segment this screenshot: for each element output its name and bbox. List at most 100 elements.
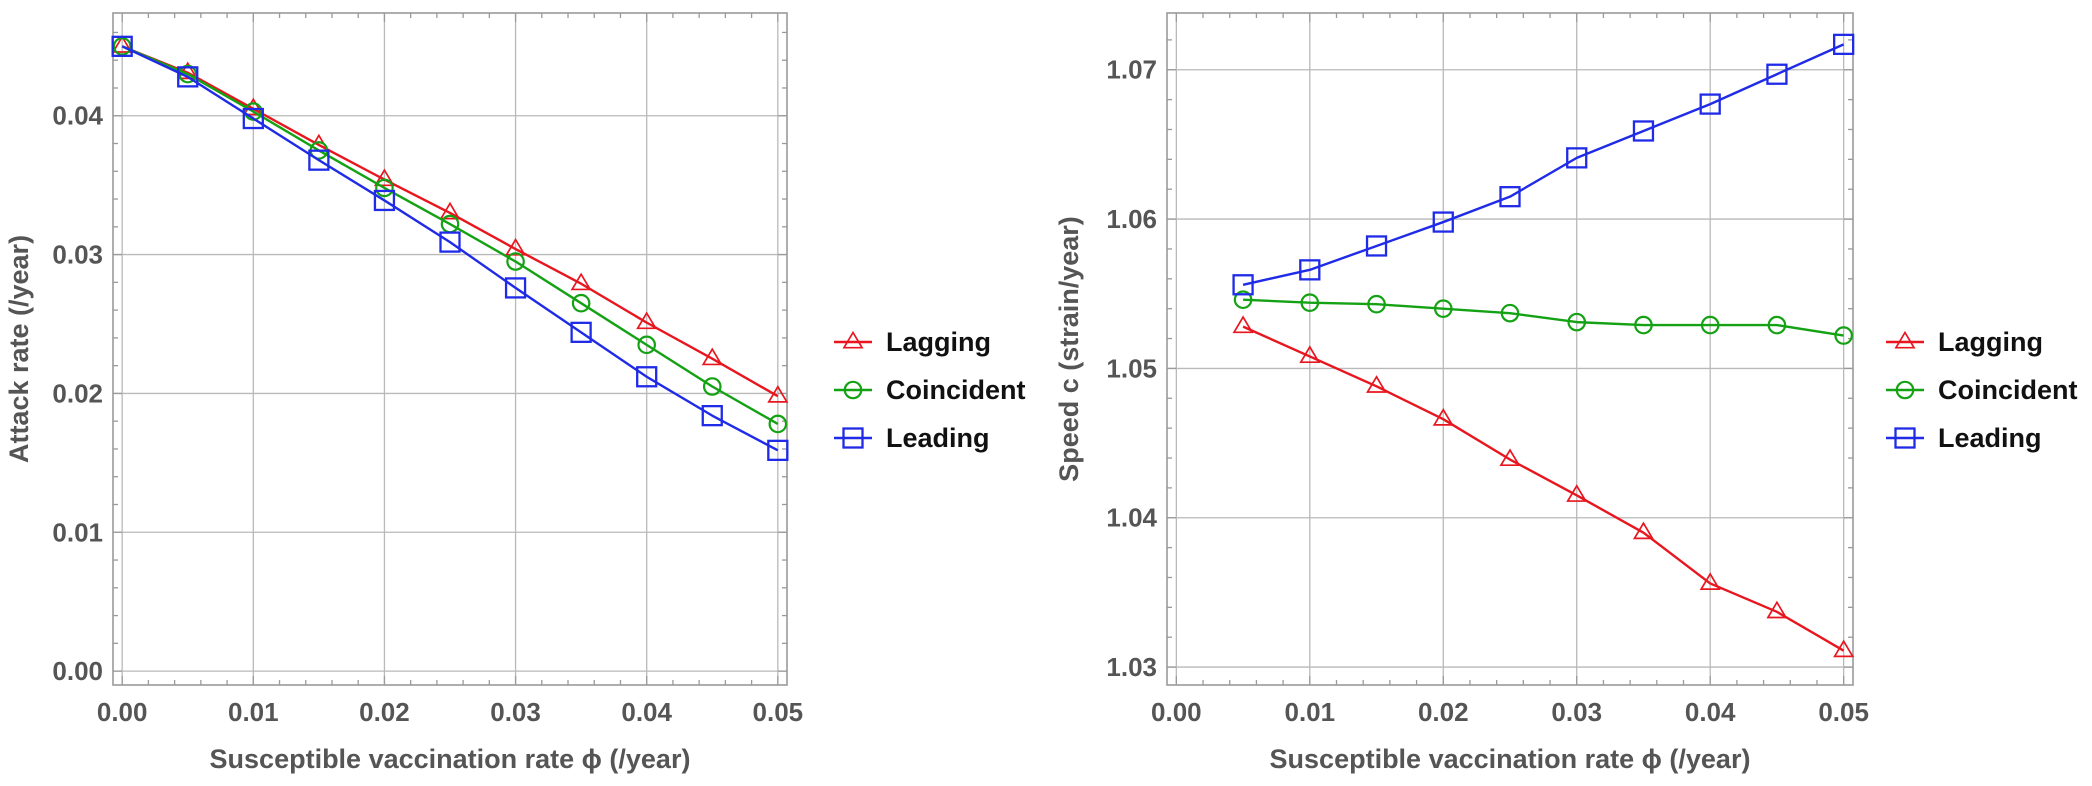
lagging-triangle-marker xyxy=(373,168,395,187)
lagging-series-line xyxy=(1242,325,1845,652)
x-axis-title: Susceptible vaccination rate ϕ (/year) xyxy=(1270,744,1751,774)
lagging-triangle-marker xyxy=(242,97,264,116)
y-tick-label: 1.04 xyxy=(1106,503,1157,533)
legend-label-coincident: Coincident xyxy=(886,375,1026,405)
leading-square-marker xyxy=(701,404,723,427)
x-tick-label: 0.03 xyxy=(490,697,541,727)
lagging-triangle-marker xyxy=(570,272,592,291)
coincident-circle-marker xyxy=(1834,326,1853,345)
coincident-circle-marker xyxy=(1767,315,1787,335)
x-tick-label: 0.04 xyxy=(621,697,672,727)
lagging-triangle-marker xyxy=(1833,639,1855,658)
coincident-circle-marker xyxy=(506,252,525,271)
leading-square-marker xyxy=(570,321,592,343)
leading-square-marker xyxy=(1699,93,1721,115)
leading-square-marker xyxy=(177,66,199,88)
leading-square-marker xyxy=(1499,186,1521,208)
leading-square-marker xyxy=(504,277,527,299)
x-tick-label: 0.05 xyxy=(1818,697,1869,727)
y-axis-title: Speed c (strain/year) xyxy=(1054,216,1084,482)
lagging-triangle-marker xyxy=(1766,600,1788,619)
lagging-series-line xyxy=(121,45,779,398)
leading-series-line xyxy=(121,45,779,452)
lagging-triangle-marker xyxy=(1432,408,1454,426)
leading-square-marker xyxy=(1365,235,1388,257)
y-tick-label: 0.02 xyxy=(52,378,103,408)
x-tick-label: 0.03 xyxy=(1551,697,1602,727)
legend-label-leading: Leading xyxy=(1938,423,2042,453)
coincident-series-line xyxy=(121,45,779,426)
leading-square-marker xyxy=(1432,211,1454,233)
leading-series-line xyxy=(1242,43,1845,286)
coincident-circle-marker xyxy=(1700,315,1720,335)
leading-square-marker xyxy=(242,107,264,130)
y-tick-label: 1.03 xyxy=(1106,652,1157,682)
lagging-triangle-marker xyxy=(1232,315,1254,334)
lagging-triangle-marker xyxy=(439,201,461,220)
x-tick-label: 0.00 xyxy=(97,697,148,727)
coincident-circle-marker xyxy=(375,178,394,198)
leading-square-marker xyxy=(1632,120,1655,142)
leading-square-marker xyxy=(439,231,461,253)
coincident-circle-marker xyxy=(768,414,788,434)
lagging-triangle-marker xyxy=(1366,375,1388,393)
lagging-legend-marker xyxy=(1894,330,1916,349)
lagging-triangle-marker xyxy=(636,311,658,330)
x-tick-label: 0.04 xyxy=(1685,697,1736,727)
leading-square-marker xyxy=(767,439,789,462)
leading-legend-marker xyxy=(842,427,864,449)
coincident-circle-marker xyxy=(1300,293,1320,313)
y-tick-label: 0.00 xyxy=(52,656,103,686)
attack-rate-chart: 0.00 0.01 0.02 0.03 0.04 0.05 0.00 0.01 0.02 0.03… xyxy=(4,12,804,774)
x-tick-label: 0.02 xyxy=(1418,697,1469,727)
x-tick-label: 0.00 xyxy=(1151,697,1202,727)
coincident-circle-marker xyxy=(1233,290,1253,310)
speed-legend: Lagging Coincident Leading xyxy=(1886,327,2078,453)
legend-label-lagging: Lagging xyxy=(886,327,991,357)
legend-label-coincident: Coincident xyxy=(1938,375,2078,405)
legend-label-lagging: Lagging xyxy=(1938,327,2043,357)
coincident-circle-marker xyxy=(1567,312,1587,332)
coincident-circle-marker xyxy=(1634,315,1653,335)
leading-square-marker xyxy=(308,149,330,171)
coincident-legend-marker xyxy=(843,380,863,400)
leading-square-marker xyxy=(1232,274,1254,296)
lagging-triangle-marker xyxy=(701,347,723,366)
coincident-circle-marker xyxy=(112,37,132,56)
leading-square-marker xyxy=(1766,63,1788,85)
y-tick-label: 1.06 xyxy=(1106,204,1157,234)
y-axis-title: Attack rate (/year) xyxy=(4,235,34,463)
y-tick-label: 1.05 xyxy=(1106,353,1157,383)
y-tick-label: 0.01 xyxy=(52,517,103,547)
x-axis-title: Susceptible vaccination rate ϕ (/year) xyxy=(210,744,691,774)
lagging-triangle-marker xyxy=(1499,448,1521,467)
coincident-circle-marker xyxy=(571,293,591,313)
y-tick-label: 0.03 xyxy=(52,240,103,270)
leading-square-marker xyxy=(1566,147,1588,169)
lagging-triangle-marker xyxy=(177,61,199,80)
lagging-legend-marker xyxy=(842,330,864,349)
coincident-circle-marker xyxy=(702,377,722,396)
leading-legend-marker xyxy=(1894,427,1916,449)
coincident-circle-marker xyxy=(1367,294,1386,314)
x-tick-label: 0.02 xyxy=(359,697,410,727)
coincident-circle-marker xyxy=(1500,303,1520,323)
y-tick-label: 1.07 xyxy=(1106,55,1157,85)
leading-square-marker xyxy=(636,366,658,388)
x-tick-label: 0.01 xyxy=(1285,697,1336,727)
coincident-circle-marker xyxy=(1433,299,1453,318)
x-tick-label: 0.01 xyxy=(228,697,279,727)
leading-square-marker xyxy=(111,35,133,57)
lagging-triangle-marker xyxy=(1299,345,1321,364)
lagging-triangle-marker xyxy=(1699,572,1721,591)
plot-frame xyxy=(112,12,788,686)
lagging-triangle-marker xyxy=(1566,484,1588,502)
y-tick-label: 0.04 xyxy=(52,101,103,131)
x-tick-label: 0.05 xyxy=(753,697,804,727)
lagging-triangle-marker xyxy=(1632,521,1654,540)
coincident-series-line xyxy=(1243,298,1844,337)
lagging-triangle-marker xyxy=(111,35,133,53)
lagging-triangle-marker xyxy=(767,385,789,403)
leading-square-marker xyxy=(1833,33,1855,56)
